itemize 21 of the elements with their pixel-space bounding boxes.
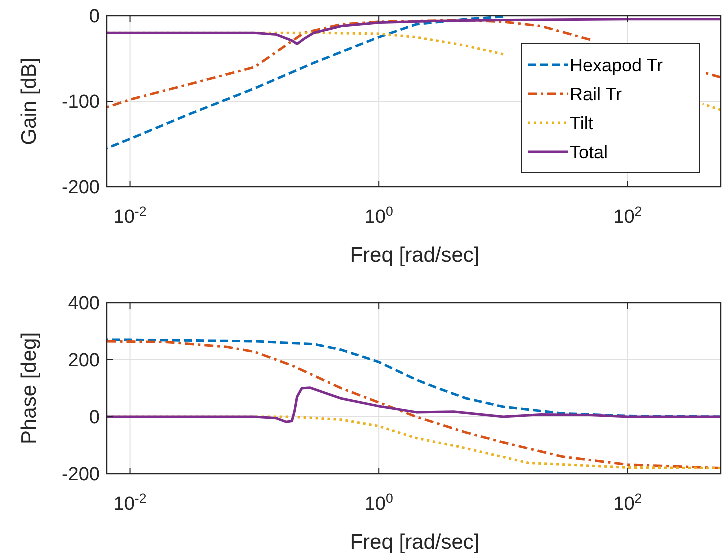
y-tick-label: -200: [62, 178, 100, 199]
y-tick-label: 200: [68, 350, 100, 372]
x-tick-label: 10$^{2}$: [614, 204, 642, 228]
x-axis-title: Freq [rad/sec]: [350, 244, 480, 267]
x-tick-label: 10$^{0}$: [364, 204, 394, 228]
x-tick-label: 10$^{0}$: [364, 490, 394, 515]
legend-label: Hexapod Tr: [570, 55, 664, 76]
y-tick-label: 0: [89, 408, 100, 429]
x-tick-label: 10$^{-2}$: [114, 490, 147, 515]
legend-label: Total: [570, 142, 608, 162]
y-axis-title: Phase [deg]: [18, 332, 41, 445]
y-tick-label: -200: [62, 464, 100, 486]
x-tick-label: 10$^{2}$: [614, 490, 642, 515]
y-axis-title: Gain [dB]: [18, 58, 41, 146]
x-tick-label: 10$^{-2}$: [114, 204, 147, 228]
x-axis-title: Freq [rad/sec]: [350, 531, 480, 554]
y-tick-label: -100: [62, 92, 100, 114]
y-tick-label: 0: [89, 6, 100, 28]
y-tick-label: 400: [68, 294, 100, 315]
legend-label: Rail Tr: [570, 84, 622, 104]
legend-label: Tilt: [570, 113, 594, 134]
